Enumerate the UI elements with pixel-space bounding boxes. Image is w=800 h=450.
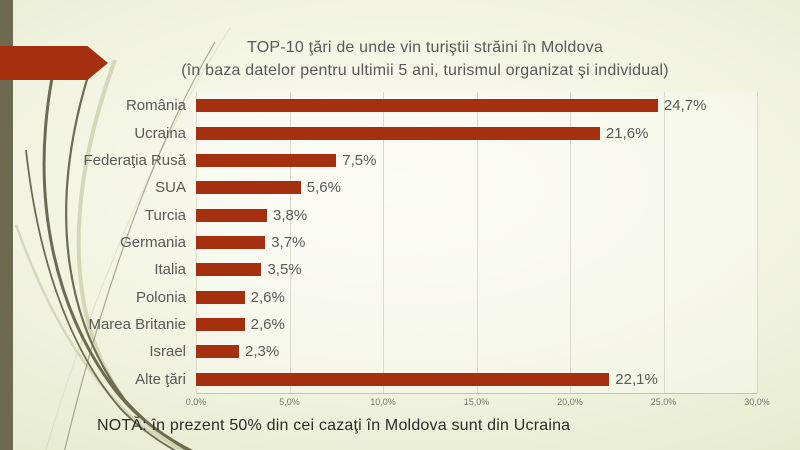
gridline xyxy=(757,92,758,393)
category-label: Ucraina xyxy=(134,124,186,142)
left-edge-stripe xyxy=(0,0,13,450)
bar-row: 7,5% xyxy=(196,147,757,174)
value-label: 3,5% xyxy=(267,261,302,279)
title-line-2: (în baza datelor pentru ultimii 5 ani, t… xyxy=(181,62,669,79)
value-label: 22,1% xyxy=(615,370,658,388)
bar-row: 24,7% xyxy=(196,92,757,119)
bar-row: 3,7% xyxy=(196,229,757,256)
bar-row: 5,6% xyxy=(196,174,757,201)
x-axis-tick-label: 10,0% xyxy=(370,397,396,407)
category-label: Federaţia Rusă xyxy=(83,151,186,169)
bar-row: 3,5% xyxy=(196,256,757,283)
value-label: 5,6% xyxy=(306,179,341,197)
bar-chart-plot-area: 24,7% 21,6% 7,5% 5,6% 3,8% 3,7% 3,5% 2,6% 2,6% 2,… xyxy=(196,92,758,394)
bar-row: 3,8% xyxy=(196,201,757,228)
bar xyxy=(196,208,268,222)
bar xyxy=(196,99,658,113)
bar-rows: 24,7% 21,6% 7,5% 5,6% 3,8% 3,7% 3,5% 2,6% 2,6% 2,… xyxy=(196,92,757,393)
footnote: NOTĂ: în prezent 50% din cei cazaţi în M… xyxy=(97,417,571,434)
value-label: 7,5% xyxy=(342,151,377,169)
bar xyxy=(196,181,301,195)
gridline xyxy=(663,92,665,393)
gridline xyxy=(570,92,571,393)
category-label: SUA xyxy=(155,179,186,197)
category-label: Germania xyxy=(120,233,186,251)
bar xyxy=(196,153,337,167)
x-axis-tick-label: 15,0% xyxy=(463,397,490,407)
value-label: 24,7% xyxy=(663,97,707,115)
gridline xyxy=(289,92,291,393)
value-label: 3,7% xyxy=(271,233,306,251)
category-label: Israel xyxy=(149,343,186,361)
bar xyxy=(196,126,600,140)
x-axis-tick-label: 20,0% xyxy=(557,397,583,407)
value-label: 21,6% xyxy=(605,124,649,142)
value-label: 2,6% xyxy=(250,288,285,306)
bar-row: 22,1% xyxy=(196,366,757,393)
bar-row: 21,6% xyxy=(196,119,757,146)
bar xyxy=(196,235,266,249)
x-axis-tick-label: 0,0% xyxy=(185,397,207,407)
bar-row: 2,6% xyxy=(196,284,757,311)
bar xyxy=(196,345,239,359)
x-axis-tick-labels: 0,0% 5,0% 10,0% 15,0% 20,0% 25,0% 30,0% xyxy=(186,397,770,409)
red-arrow-decoration xyxy=(0,46,108,80)
category-axis-labels: România Ucraina Federaţia Rusă SUA Turcia Ger… xyxy=(0,92,186,393)
category-label: România xyxy=(125,97,186,115)
bar-row: 2,6% xyxy=(196,311,757,338)
gridline xyxy=(383,92,384,393)
slide-title: TOP-10 ţări de unde vin turiştii străini… xyxy=(50,36,800,82)
x-axis-tick-label: 25,0% xyxy=(650,397,677,407)
bar xyxy=(196,290,245,304)
bar xyxy=(196,263,262,277)
x-axis-tick-label: 5,0% xyxy=(279,397,300,407)
category-label: Italia xyxy=(154,261,186,279)
bar-row: 2,3% xyxy=(196,338,757,365)
value-label: 2,6% xyxy=(250,316,285,334)
title-line-1: TOP-10 ţări de unde vin turiştii străini… xyxy=(247,39,603,56)
category-label: Turcia xyxy=(144,206,186,224)
value-label: 2,3% xyxy=(245,343,280,361)
category-label: Alte ţări xyxy=(135,370,186,388)
x-axis-tick-label: 30,0% xyxy=(744,397,770,407)
gridline xyxy=(476,92,478,393)
bar xyxy=(196,318,245,332)
category-label: Marea Britanie xyxy=(88,316,186,334)
bar xyxy=(196,372,610,386)
category-label: Polonia xyxy=(135,288,186,306)
value-label: 3,8% xyxy=(273,206,308,224)
